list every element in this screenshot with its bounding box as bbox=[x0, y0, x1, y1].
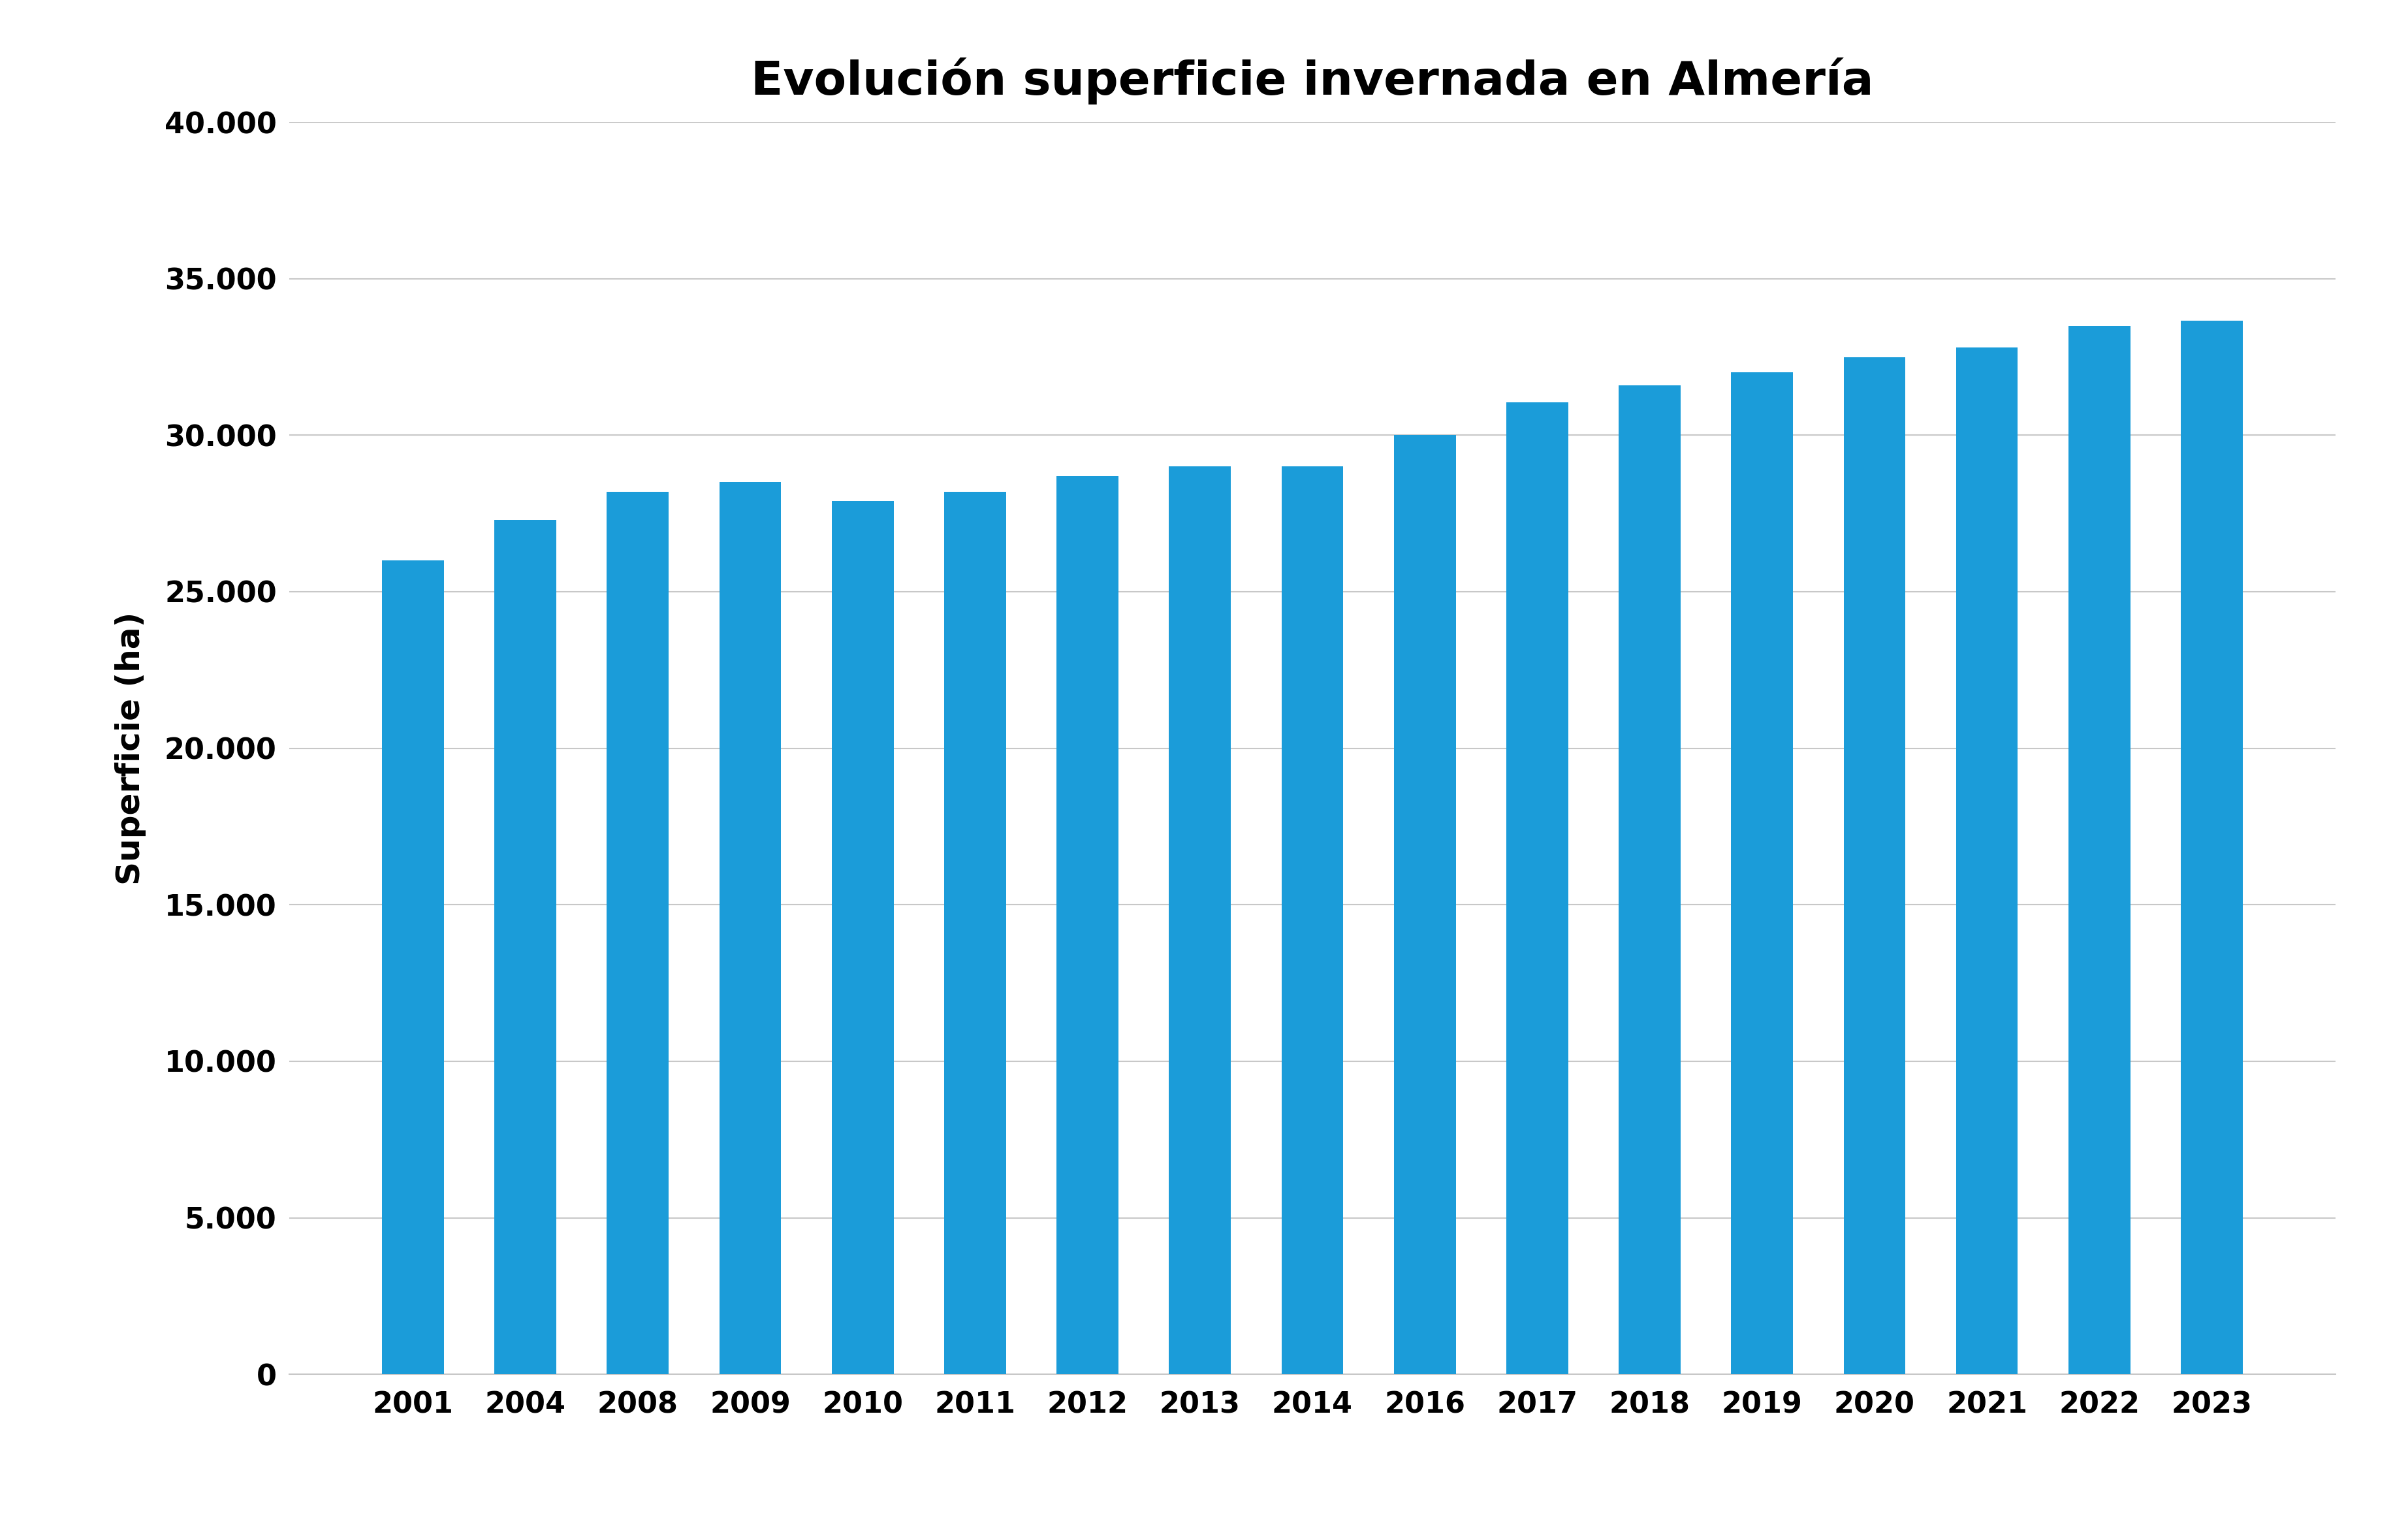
Bar bbox=[1731, 373, 1794, 1374]
Bar bbox=[1281, 467, 1344, 1374]
Bar bbox=[2182, 321, 2242, 1374]
Bar bbox=[1507, 402, 1568, 1374]
Bar bbox=[720, 483, 780, 1374]
Bar bbox=[383, 560, 443, 1374]
Bar bbox=[607, 492, 669, 1374]
Bar bbox=[2068, 325, 2131, 1374]
Y-axis label: Superficie (ha): Superficie (ha) bbox=[116, 612, 147, 884]
Bar bbox=[1845, 357, 1905, 1374]
Bar bbox=[1955, 348, 2018, 1374]
Bar bbox=[494, 519, 556, 1374]
Bar bbox=[1057, 476, 1117, 1374]
Title: Evolución superficie invernada en Almería: Evolución superficie invernada en Almerí… bbox=[751, 58, 1873, 105]
Bar bbox=[944, 492, 1007, 1374]
Bar bbox=[1618, 385, 1681, 1374]
Bar bbox=[1394, 435, 1457, 1374]
Bar bbox=[831, 501, 893, 1374]
Bar bbox=[1168, 467, 1230, 1374]
